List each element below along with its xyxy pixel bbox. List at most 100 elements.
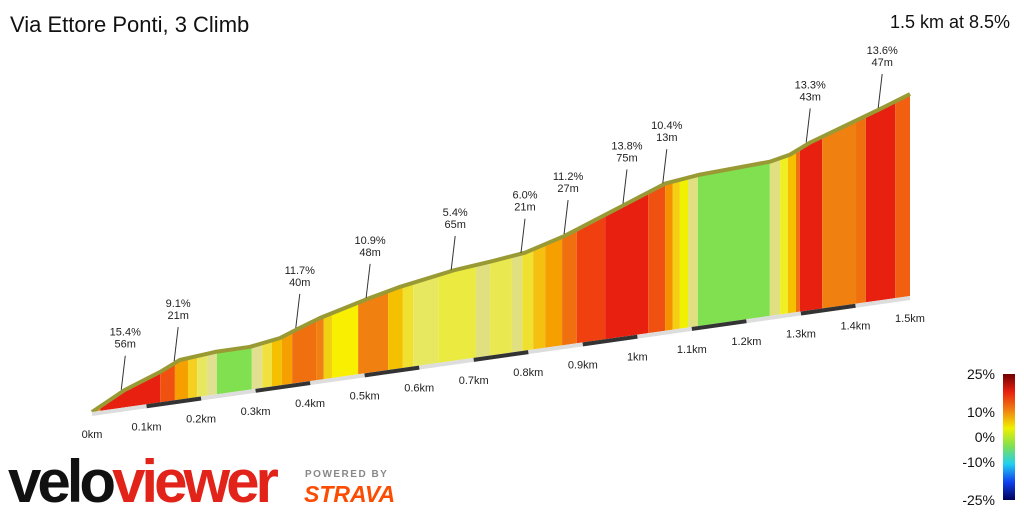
gradient-segment [856,115,866,304]
logo-part: viewer [112,448,278,512]
annotation-leader [662,149,668,184]
legend-tick-label: -25% [962,492,995,508]
annotation-length: 13m [656,132,677,144]
gradient-segment [281,331,293,386]
profile-edge [90,92,911,414]
gradient-segment [358,291,389,375]
annotation-grade: 5.4% [443,207,468,219]
gradient-segment [545,236,563,348]
x-tick-label: 0.4km [295,398,325,410]
annotation-leader [173,326,179,362]
gradient-segment [262,340,272,388]
gradient-segment [822,120,857,309]
tick-dash [582,334,638,347]
annotation-grade: 11.2% [553,171,584,183]
gradient-segment [679,177,689,329]
annotation-grade: 10.4% [651,120,682,132]
x-tick-label: 1.2km [731,336,761,348]
annotation-leader [450,235,456,270]
x-tick-label: 0.9km [568,359,598,371]
annotation-grade: 10.9% [355,235,386,247]
gradient-segment [292,319,317,384]
gradient-segment [388,285,403,371]
gradient-segment [323,313,332,380]
annotation-grade: 13.6% [867,45,898,57]
gradient-segment [522,249,534,351]
gradient-segment [511,253,523,353]
x-tick-label: 0km [82,429,103,441]
annotation-grade: 15.4% [110,327,141,339]
tick-dash [800,303,856,316]
annotation-leader [563,200,569,235]
annotation-length: 21m [514,202,535,214]
logo-part: velo [8,448,114,512]
x-tick-label: 0.5km [350,390,380,402]
gradient-segment [271,337,282,387]
gradient-segment [216,346,252,395]
gradient-segment [475,261,491,358]
gradient-segment [796,148,800,313]
gradient-segment [576,214,606,344]
annotation-length: 21m [167,310,188,322]
x-tick-label: 0.1km [132,421,162,433]
annotation-length: 65m [444,219,465,231]
annotation-length: 47m [871,57,892,69]
annotation-leader [365,263,371,298]
annotation-leader [295,293,301,329]
logo: veloviewer [8,448,279,512]
annotation-length: 56m [115,339,136,351]
tick-dash [255,381,311,393]
annotation-leader [120,355,126,390]
legend-tick-label: 10% [967,404,995,420]
tick-dash [146,396,202,409]
gradient-segment [780,155,788,315]
annotation-grade: 6.0% [512,190,537,202]
gradient-segment [769,158,781,316]
x-tick-label: 1.3km [786,328,816,340]
gradient-segment [490,256,512,356]
x-tick-label: 1.1km [677,344,707,356]
annotation-length: 75m [616,152,637,164]
gradient-segment [207,351,217,396]
gradient-segment [688,175,698,328]
x-tick-label: 0.7km [459,375,489,387]
gradient-segment [562,229,577,346]
gradient-segment [197,353,208,398]
chart-title: Via Ettore Ponti, 3 Climb [10,12,249,37]
x-tick-label: 1.5km [895,313,925,325]
gradient-segment [316,316,324,381]
annotation-grade: 11.7% [285,265,316,277]
annotation-length: 40m [289,277,310,289]
annotation-grade: 13.8% [611,140,642,152]
annotation-grade: 9.1% [166,298,191,310]
gradient-segment [799,136,823,312]
legend-tick-label: 25% [967,366,995,382]
gradient-segment [160,362,175,403]
gradient-segment [174,358,188,401]
annotation-length: 43m [800,91,821,103]
gradient-segment [697,161,770,327]
gradient-segment [605,192,649,340]
powered-by: POWERED BY [305,469,388,480]
legend-tick-label: -10% [962,454,995,470]
gradient-segment [672,179,680,330]
gradient-segment [865,101,896,303]
x-tick-label: 0.6km [404,383,434,395]
gradient-segment [665,181,673,331]
x-tick-label: 0.3km [241,406,271,418]
annotation-grade: 13.3% [795,79,826,91]
x-tick-label: 0.2km [186,414,216,426]
annotation-leader [805,108,811,143]
gradient-segment [533,244,546,350]
annotation-leader [520,218,526,253]
x-tick-label: 1km [627,352,648,364]
gradient-segment [331,302,359,378]
annotation-leader [622,169,628,204]
annotation-length: 48m [359,247,380,259]
strava-logo: STRAVA [304,481,395,507]
tick-dash [691,319,747,331]
x-tick-label: 1.4km [840,321,870,333]
gradient-segment [895,93,910,299]
x-tick-label: 0.8km [513,367,543,379]
